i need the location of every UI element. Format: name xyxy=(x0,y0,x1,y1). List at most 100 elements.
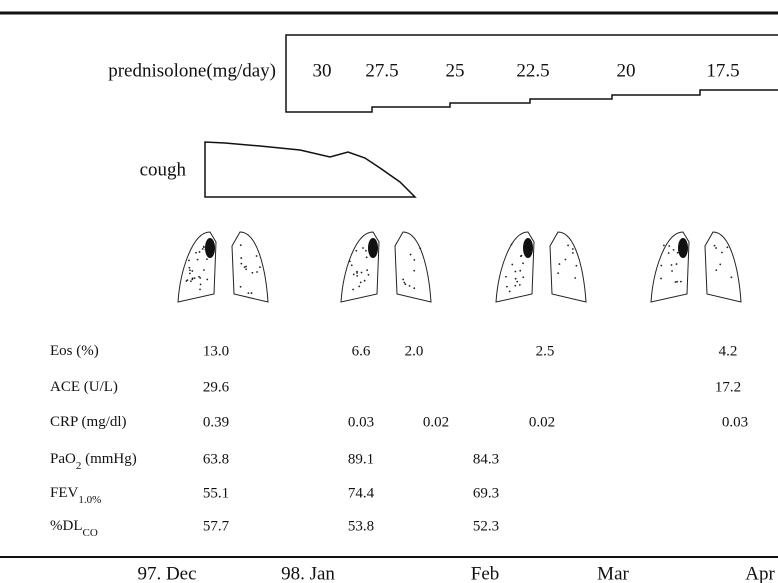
lesion-dot xyxy=(522,262,524,264)
row-label: CRP (mg/dl) xyxy=(50,414,127,430)
cell: 6.6 xyxy=(352,343,371,359)
lesion-dot xyxy=(189,272,191,274)
lesion-dot xyxy=(505,276,507,278)
lesion-dot xyxy=(355,250,357,252)
lesion-dot xyxy=(726,246,728,248)
lesion-dot xyxy=(203,269,205,271)
lesion-dot xyxy=(671,264,673,266)
lesion-dot xyxy=(199,251,201,253)
lesion-dot xyxy=(676,263,678,265)
lesion-dot xyxy=(189,269,191,271)
cell: 17.2 xyxy=(715,379,741,395)
cell: 2.0 xyxy=(405,343,424,359)
label-main: PaO xyxy=(50,451,76,467)
lesion-dot xyxy=(188,260,190,262)
lung-left xyxy=(395,232,431,302)
hilum xyxy=(205,238,215,258)
lesion-dot xyxy=(714,245,716,247)
lesion-dot xyxy=(413,259,415,261)
lesion-dot xyxy=(520,255,522,257)
lesion-dot xyxy=(413,270,415,272)
cell: 2.5 xyxy=(536,343,555,359)
cell: 57.7 xyxy=(203,518,230,534)
label-main: ACE (U/L) xyxy=(50,379,118,395)
lesion-dot xyxy=(668,252,670,254)
timeline-label: Mar xyxy=(597,563,629,583)
lesion-dot xyxy=(240,244,242,246)
row-label: FEV1.0% xyxy=(50,485,101,505)
lesion-dot xyxy=(197,259,199,261)
timeline-label: Apr xyxy=(745,563,775,583)
lesion-dot xyxy=(410,254,412,256)
lesion-dot xyxy=(198,276,200,278)
cell: 0.39 xyxy=(203,414,229,430)
lesion-dot xyxy=(660,278,662,280)
lesion-dot xyxy=(509,291,511,293)
lesion-dot xyxy=(251,272,253,274)
lesion-dot xyxy=(191,270,193,272)
label-main: Eos (%) xyxy=(50,343,99,359)
lesion-dot xyxy=(511,244,513,246)
lesion-dot xyxy=(256,255,258,257)
lesion-dot xyxy=(256,271,258,273)
cell: 55.1 xyxy=(203,485,229,501)
cell: 53.8 xyxy=(348,518,374,534)
lesion-dot xyxy=(200,284,202,286)
dose-label: 25 xyxy=(446,60,465,81)
cell: 4.2 xyxy=(719,343,738,359)
label-main: CRP (mg/dl) xyxy=(50,414,127,430)
lesion-dot xyxy=(516,281,518,283)
label-main: FEV xyxy=(50,485,79,501)
lesion-dot xyxy=(715,269,717,271)
timeline-label: 97. Dec xyxy=(137,563,196,583)
lesion-dot xyxy=(203,246,205,248)
dose-label: 30 xyxy=(313,60,332,81)
lesion-dot xyxy=(663,244,665,246)
dose-label: 27.5 xyxy=(365,60,398,81)
lesion-dot xyxy=(247,292,249,294)
cell: 74.4 xyxy=(348,485,375,501)
lesion-dot xyxy=(362,247,364,249)
lesion-dot xyxy=(660,265,662,267)
lesion-dot xyxy=(522,276,524,278)
lesion-dot xyxy=(409,285,411,287)
lesion-dot xyxy=(719,263,721,265)
cell: 69.3 xyxy=(473,485,499,501)
timeline-label: 98. Jan xyxy=(281,563,335,583)
dose-label: 20 xyxy=(617,60,636,81)
cell: 13.0 xyxy=(203,343,229,359)
timeline-label: Feb xyxy=(471,563,500,583)
cough-curve xyxy=(205,142,415,197)
cell: 89.1 xyxy=(348,451,374,467)
lesion-dot xyxy=(575,265,577,267)
lesion-dot xyxy=(557,272,559,274)
lesion-dot xyxy=(675,281,677,283)
label-rest: (mmHg) xyxy=(81,451,136,467)
cell: 84.3 xyxy=(473,451,499,467)
lesion-dot xyxy=(677,252,679,254)
lesion-dot xyxy=(245,266,247,268)
hilum xyxy=(368,238,378,258)
row-label: %DLCO xyxy=(50,518,98,538)
lesion-dot xyxy=(368,274,370,276)
lesion-dot xyxy=(245,268,247,270)
lesion-dot xyxy=(515,278,517,280)
lesion-dot xyxy=(240,286,242,288)
lesion-dot xyxy=(206,279,208,281)
lesion-dot xyxy=(356,272,358,274)
lesion-dot xyxy=(715,247,717,249)
lesion-dot xyxy=(404,283,406,285)
cell: 63.8 xyxy=(203,451,229,467)
lesion-dot xyxy=(366,256,368,258)
lesion-dot xyxy=(515,271,517,273)
lesion-dot xyxy=(205,249,207,251)
lesion-dot xyxy=(353,273,355,275)
lesion-dot xyxy=(574,277,576,279)
row-label: PaO2 (mmHg) xyxy=(50,451,137,471)
cell: 0.02 xyxy=(529,414,555,430)
dose-label: 22.5 xyxy=(516,60,549,81)
cell: 29.6 xyxy=(203,379,230,395)
lesion-dot xyxy=(519,284,521,286)
lesion-dot xyxy=(187,279,189,281)
lung-sketches xyxy=(178,232,741,302)
